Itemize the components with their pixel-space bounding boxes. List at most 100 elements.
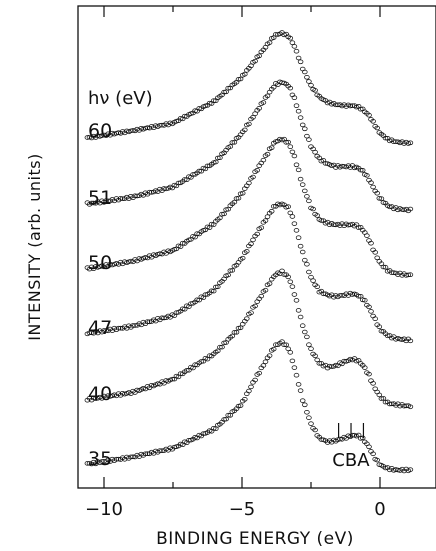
data-point [210, 98, 217, 103]
data-point [266, 40, 273, 45]
data-point [386, 401, 393, 407]
data-point [306, 198, 312, 204]
data-point [295, 55, 302, 61]
data-point [260, 100, 267, 105]
data-point [254, 168, 260, 173]
data-point [364, 173, 370, 178]
data-point [239, 190, 246, 196]
photon-energy-label: 60 [88, 120, 112, 142]
data-point [302, 188, 308, 194]
data-point [289, 284, 296, 289]
data-point [225, 272, 231, 278]
x-tick-label: 0 [374, 499, 385, 520]
data-point [293, 228, 300, 233]
data-point [349, 432, 356, 438]
data-point [244, 316, 250, 321]
data-point [295, 167, 302, 173]
data-point [299, 249, 306, 255]
hv-header: hν (eV) [88, 88, 153, 109]
data-point [132, 323, 138, 328]
peak-label: A [357, 450, 370, 471]
x-tick-label: −10 [85, 499, 123, 520]
data-point [128, 454, 134, 460]
data-point [237, 76, 244, 82]
series-60 [84, 30, 414, 146]
data-point [146, 189, 153, 195]
peak-label: B [345, 450, 357, 471]
data-point [268, 145, 275, 150]
data-point [370, 119, 376, 124]
data-point [254, 231, 260, 237]
data-point [376, 392, 383, 398]
data-point [264, 151, 271, 157]
data-point [184, 368, 190, 373]
data-point [169, 376, 176, 382]
series-51 [84, 79, 414, 214]
data-point [382, 135, 389, 141]
data-point [380, 264, 387, 270]
data-point [299, 182, 306, 187]
data-point [262, 218, 269, 223]
peak-label: C [332, 450, 345, 471]
data-point [391, 139, 397, 144]
data-point [260, 157, 267, 163]
data-point [273, 32, 279, 37]
data-point [308, 83, 314, 88]
data-point [314, 284, 320, 289]
data-point [246, 180, 252, 186]
data-point [299, 398, 306, 403]
data-point [227, 144, 234, 149]
photon-energy-label: 40 [88, 383, 112, 405]
data-point [289, 214, 296, 219]
data-point [299, 323, 306, 328]
data-point [370, 381, 376, 386]
data-point [359, 435, 366, 441]
data-point [281, 272, 287, 277]
data-point [306, 342, 312, 347]
data-point [291, 153, 298, 159]
data-point [217, 344, 223, 350]
data-point [270, 204, 277, 209]
data-point [295, 308, 302, 313]
data-point [246, 388, 252, 394]
data-point [405, 272, 412, 278]
data-point [295, 382, 302, 387]
data-point [304, 334, 310, 340]
data-point [250, 115, 256, 120]
data-point [217, 155, 223, 160]
data-point [270, 346, 277, 352]
data-point [297, 388, 304, 393]
data-point [293, 298, 300, 303]
data-point [215, 348, 221, 354]
data-point [374, 457, 380, 463]
data-point [362, 365, 368, 370]
data-point [242, 127, 248, 133]
data-point [291, 44, 298, 49]
data-point [374, 255, 380, 261]
data-point [291, 365, 298, 370]
data-point [258, 293, 265, 299]
data-point [310, 278, 316, 283]
data-point [297, 314, 304, 320]
data-point [380, 396, 387, 401]
data-point [262, 359, 269, 365]
data-point [407, 272, 414, 277]
data-point [248, 241, 254, 247]
data-point [312, 149, 318, 155]
data-point [374, 125, 380, 131]
data-point [285, 204, 291, 209]
data-point [312, 427, 318, 433]
data-point [252, 377, 258, 383]
data-point [306, 137, 312, 142]
data-point [312, 88, 318, 93]
data-point [266, 353, 273, 358]
data-point [223, 416, 229, 422]
plot-frame [77, 5, 436, 489]
data-point [235, 195, 242, 201]
data-point [304, 410, 310, 415]
data-point [270, 84, 277, 90]
data-point [306, 269, 312, 275]
data-point [287, 144, 294, 149]
